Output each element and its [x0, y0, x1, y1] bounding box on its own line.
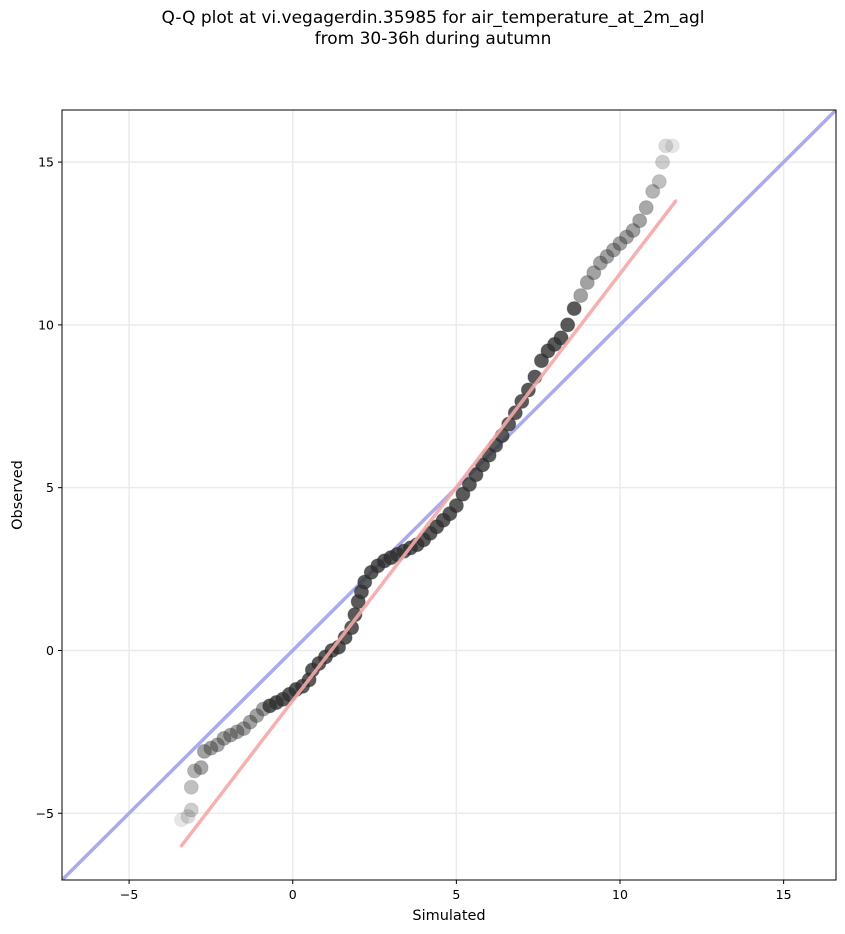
data-point: [645, 183, 661, 199]
data-point: [448, 498, 464, 514]
data-point: [242, 714, 258, 730]
y-tick-label: 5: [46, 480, 54, 495]
data-point: [183, 802, 199, 818]
data-point: [651, 174, 667, 190]
data-point: [180, 809, 196, 825]
chart-title-line-2: from 30-36h during autumn: [314, 29, 552, 49]
plot-frame: [61, 109, 837, 881]
data-point: [236, 721, 252, 737]
data-point: [183, 779, 199, 795]
data-point: [223, 727, 239, 743]
data-point: [229, 724, 245, 740]
x-tick-label: −5: [120, 887, 138, 902]
data-points: [173, 138, 680, 828]
data-point: [658, 138, 674, 154]
y-tick-label: 10: [38, 317, 54, 332]
data-point: [216, 730, 232, 746]
data-point: [560, 317, 576, 333]
x-axis-ticks: −5 0 5 10 15: [120, 880, 792, 902]
chart-title: Q-Q plot at vi.vegagerdin.35985 for air_…: [0, 8, 845, 50]
data-point: [592, 255, 608, 271]
data-point: [655, 154, 671, 170]
data-point: [209, 737, 225, 753]
data-point: [573, 288, 589, 304]
x-tick-label: 0: [289, 887, 297, 902]
y-tick-label: −5: [36, 806, 54, 821]
data-point: [599, 249, 615, 265]
data-point: [612, 235, 628, 251]
data-point: [187, 763, 203, 779]
data-point: [619, 229, 635, 245]
data-point: [605, 242, 621, 258]
data-point: [632, 213, 648, 229]
data-point: [553, 330, 569, 346]
data-point: [664, 138, 680, 154]
data-point: [625, 222, 641, 238]
data-point: [586, 265, 602, 281]
x-tick-label: 10: [612, 887, 628, 902]
data-point: [196, 743, 212, 759]
x-tick-label: 15: [776, 887, 792, 902]
x-axis-label: Simulated: [412, 908, 485, 924]
data-point: [193, 760, 209, 776]
fit-line: [179, 199, 678, 848]
data-point: [249, 708, 265, 724]
data-point: [173, 812, 189, 828]
y-tick-label: 15: [38, 155, 54, 170]
y-axis-label: Observed: [10, 460, 26, 530]
data-point: [579, 275, 595, 291]
data-point: [566, 301, 582, 317]
chart-title-line-1: Q-Q plot at vi.vegagerdin.35985 for air_…: [161, 8, 705, 28]
x-tick-label: 5: [452, 887, 460, 902]
y-axis-ticks: −5 0 5 10 15: [36, 155, 62, 821]
grid-lines: [62, 110, 836, 880]
data-point: [638, 200, 654, 216]
data-point: [203, 740, 219, 756]
y-tick-label: 0: [46, 643, 54, 658]
